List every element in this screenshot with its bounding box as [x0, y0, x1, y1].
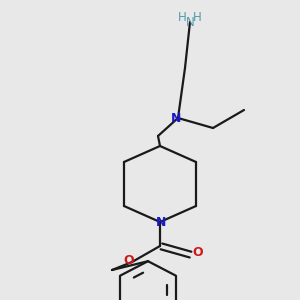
- Text: O: O: [123, 254, 134, 267]
- Text: N: N: [186, 16, 194, 28]
- Text: O: O: [192, 246, 203, 259]
- Text: N: N: [170, 112, 181, 124]
- Text: N: N: [156, 215, 167, 229]
- Text: H: H: [178, 11, 187, 24]
- Text: H: H: [193, 11, 202, 24]
